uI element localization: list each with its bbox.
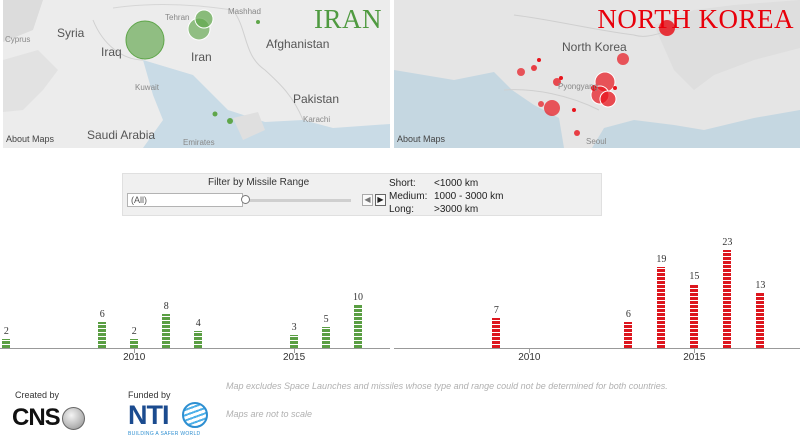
iran-bar-label-2010: 2 [131,326,137,338]
map-label-tehran: Tehran [165,13,190,22]
iran-launch-chart: 2 6 2 8 4 3 5 10 2010 2015 [0,228,390,368]
legend-value: <1000 km [434,178,479,189]
north-korea-map-title: NORTH KOREA [597,4,794,34]
iran-bar-label-2011: 8 [163,300,169,312]
iran-bar-2012[interactable] [194,330,203,348]
iran-tick-label-2010: 2010 [123,352,146,363]
legend-value: >3000 km [434,204,479,215]
north-korea-launch-chart: 7 6 19 15 23 13 2010 2015 [394,228,800,368]
map-label-pakistan: Pakistan [293,92,340,106]
iran-bar-label-2017: 10 [353,292,364,304]
funded-by-label: Funded by [128,390,171,400]
map-label-karachi: Karachi [303,115,331,124]
range-legend-medium: Medium: 1000 - 3000 km [389,191,504,202]
iran-tick-2010 [134,349,136,353]
scale-note: Maps are not to scale [226,409,313,419]
north-korea-map[interactable]: NORTH KOREA North Korea Pyongyang Seoul … [394,0,800,148]
iran-bar-label-2016: 5 [323,313,329,325]
prev-value-button[interactable]: ◀ [362,194,373,206]
nk-tick-2015 [694,349,696,353]
created-by-label: Created by [15,390,60,400]
north-korea-map-terrain [394,0,800,148]
map-label-pyongyang: Pyongyang [558,82,599,91]
iran-bar-label-2015: 3 [291,322,297,334]
iran-bar-2016[interactable] [322,326,331,348]
iran-bar-2017[interactable] [354,305,363,348]
map-label-cyprus: Cyprus [5,35,31,44]
map-label-saudi-arabia: Saudi Arabia [87,128,156,142]
map-exclusion-note: Map excludes Space Launches and missiles… [226,381,668,391]
globe-icon [61,406,85,430]
iran-tick-label-2015: 2015 [282,352,306,363]
legend-key: Medium: [389,191,428,202]
legend-key: Long: [389,204,415,215]
globe-icon [182,402,208,428]
legend-value: 1000 - 3000 km [434,191,504,202]
iran-map-title: IRAN [314,4,382,34]
range-slider-thumb[interactable] [241,195,250,204]
nk-bar-label-2013: 6 [625,309,631,321]
chevron-left-icon: ◀ [364,195,371,204]
chevron-right-icon: ▶ [377,195,384,204]
nk-bar-2009[interactable] [492,318,501,348]
x-axis [0,348,390,349]
range-filter-input[interactable] [127,193,243,207]
nk-tick-label-2015: 2015 [683,352,706,363]
nk-bar-2016[interactable] [723,250,732,348]
x-axis [394,348,800,349]
map-label-iran: Iran [191,50,212,64]
nti-logo[interactable]: NTI BUILDING A SAFER WORLD [128,400,208,437]
cns-logo[interactable]: CNS [12,404,85,432]
map-label-iraq: Iraq [101,45,122,59]
nk-bar-label-2017: 13 [755,279,766,291]
cns-logo-text: CNS [12,404,61,431]
map-label-north-korea: North Korea [562,40,627,54]
range-slider-track[interactable] [246,199,351,202]
iran-map[interactable]: IRAN Cyprus Syria Iraq Kuwait Saudi Arab… [3,0,390,148]
nti-logo-text: NTI [128,400,169,430]
map-label-seoul: Seoul [586,137,607,146]
map-label-afghanistan: Afghanistan [266,37,330,51]
filter-title: Filter by Missile Range [208,177,310,188]
nk-bar-2017[interactable] [756,292,765,348]
nk-bar-label-2015: 15 [689,271,700,283]
about-maps-link[interactable]: About Maps [397,134,446,144]
nk-tick-label-2010: 2010 [518,352,541,363]
next-value-button[interactable]: ▶ [375,194,386,206]
iran-tick-2015 [294,349,296,353]
map-label-emirates: Emirates [183,138,215,147]
iran-bar-label-2009: 6 [99,309,105,321]
iran-map-terrain [3,0,390,148]
about-maps-link[interactable]: About Maps [6,134,55,144]
iran-bar-2006[interactable] [2,339,11,348]
range-legend-short: Short: <1000 km [389,178,478,189]
nk-tick-2010 [529,349,531,353]
nk-bar-label-2009: 7 [493,305,499,317]
nk-bar-2015[interactable] [690,284,699,348]
iran-bar-2011[interactable] [162,313,171,348]
iran-bar-2015[interactable] [290,335,299,348]
nk-bar-label-2016: 23 [722,237,733,248]
nk-bar-2013[interactable] [624,322,633,348]
iran-bar-label-2012: 4 [195,317,201,329]
iran-bar-label-2006: 2 [3,326,9,338]
map-label-kuwait: Kuwait [135,83,160,92]
map-label-syria: Syria [57,26,85,40]
nk-bar-label-2014: 19 [656,254,667,266]
missile-range-filter: Filter by Missile Range ◀ ▶ Short: <1000 … [122,173,602,216]
iran-bar-2010[interactable] [130,339,139,348]
iran-bar-2009[interactable] [98,322,107,348]
legend-key: Short: [389,178,416,189]
nk-bar-2014[interactable] [657,267,666,348]
nti-tagline: BUILDING A SAFER WORLD [128,431,201,437]
range-legend-long: Long: >3000 km [389,204,478,215]
map-label-mashhad: Mashhad [228,7,261,16]
